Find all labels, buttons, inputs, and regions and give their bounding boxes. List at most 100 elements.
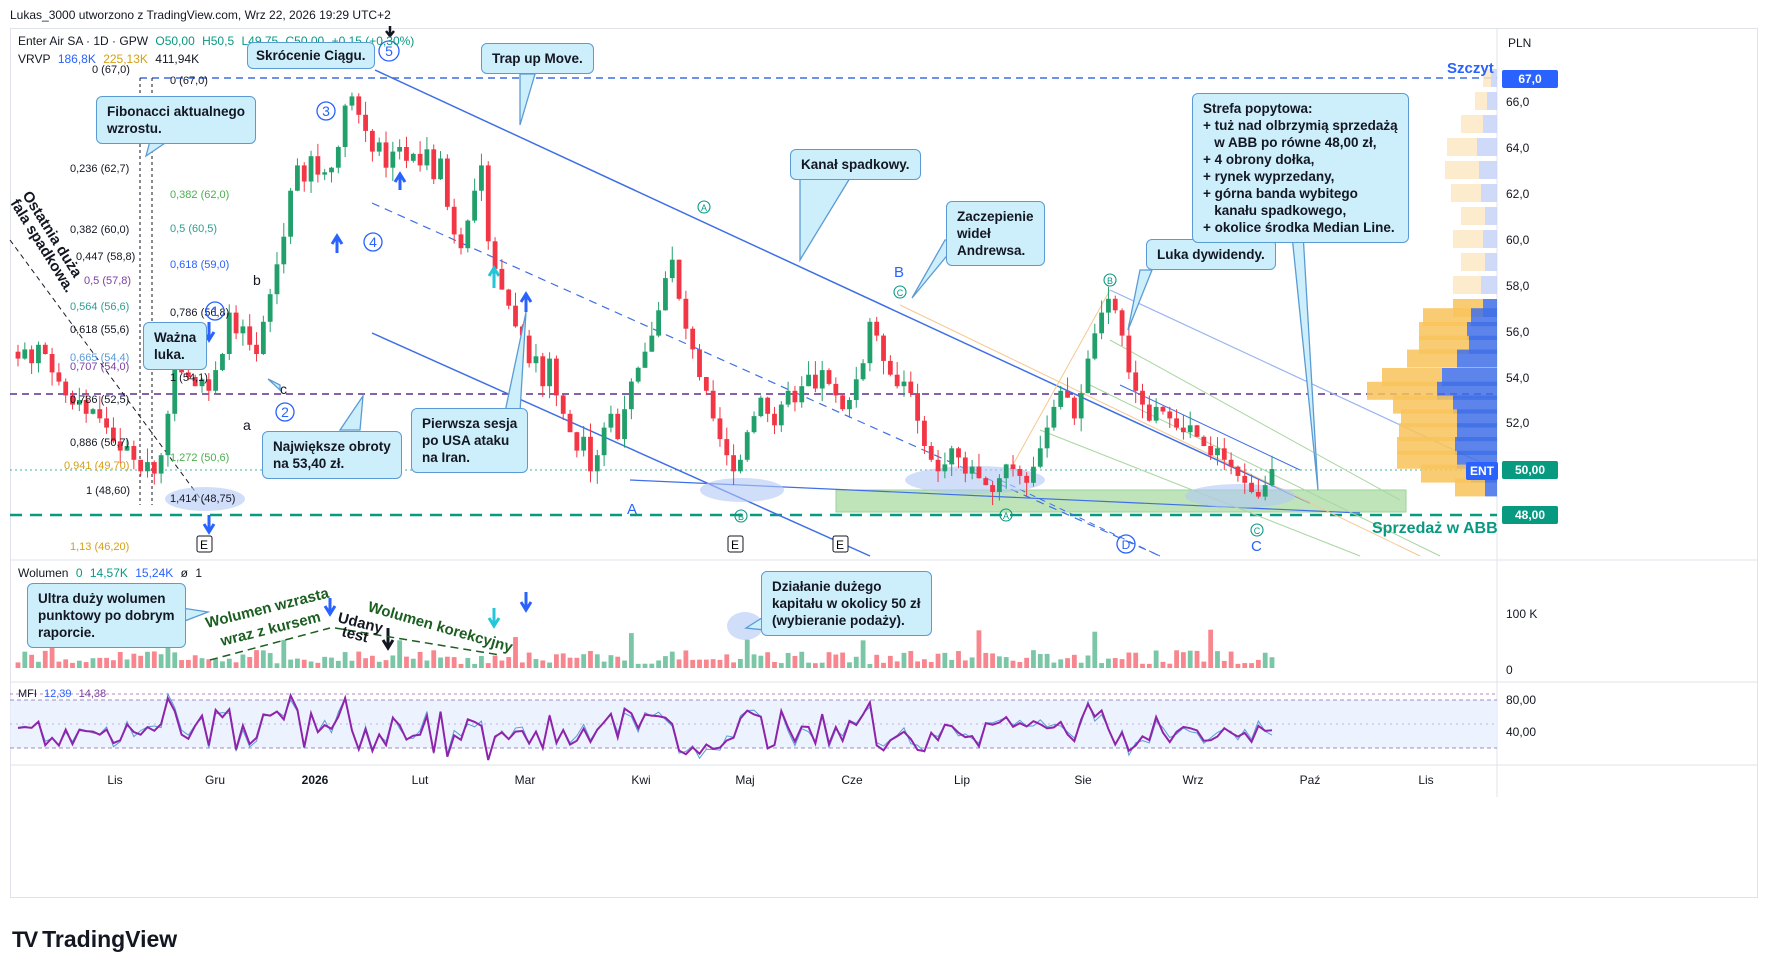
candle-body [281, 236, 287, 265]
volume-bar [819, 662, 825, 668]
volume-bar [663, 656, 668, 668]
vrvp-blue-bar [1481, 276, 1497, 294]
vrvp-orange-bar [1399, 423, 1457, 442]
volume-bar [185, 659, 191, 668]
volume-bar [1126, 652, 1132, 668]
volume-bar [1160, 661, 1166, 668]
fib-label: 0,618 (55,6) [70, 324, 129, 336]
candle-body [76, 400, 82, 405]
candle-body [935, 459, 941, 472]
volume-bar [492, 655, 498, 668]
callout-ultra: Ultra duży wolumen punktowy po dobrym ra… [27, 583, 186, 648]
candle-body [390, 151, 396, 168]
volume-bar [683, 650, 689, 668]
candle-body [990, 485, 995, 492]
bottom-oval-4 [1185, 484, 1295, 508]
volume-bar [710, 659, 716, 668]
vrvp-orange-bar [1382, 368, 1442, 386]
candle-body [1255, 492, 1261, 497]
callout-najwieksze: Największe obroty na 53,40 zł. [262, 431, 402, 479]
candle-body [1031, 466, 1036, 483]
vrvp-blue-bar [1457, 409, 1497, 428]
volume-bar [956, 651, 961, 668]
candle-body [417, 153, 423, 166]
candle-body [335, 147, 341, 168]
candle-body [472, 190, 478, 221]
volume-bar [1249, 663, 1254, 668]
vrvp-orange-bar [1475, 92, 1487, 110]
tradingview-logo-icon: TV [12, 926, 38, 952]
volume-bar [540, 660, 546, 668]
mfi-legend[interactable]: MFI 12,39 14,38 [18, 688, 110, 700]
volume-bar [444, 656, 450, 668]
volume-bar [36, 661, 41, 668]
volume-bar [1024, 657, 1030, 668]
volume-bar [765, 652, 771, 668]
current-price-box: 50,00 [1502, 461, 1558, 479]
candle-body [1208, 446, 1214, 456]
vrvp-label: VRVP [18, 52, 51, 66]
wave-A-label: A [627, 501, 637, 518]
candle-body [724, 439, 730, 456]
candle-body [29, 349, 35, 364]
candle-body [124, 446, 130, 451]
volume-bar [990, 653, 995, 668]
volume-bar [533, 658, 539, 668]
arrow-up-icon [487, 265, 501, 288]
subwave-C-label: C [897, 288, 904, 298]
volume-group [15, 629, 1275, 668]
volume-bar [22, 651, 28, 668]
volume-bar [295, 658, 300, 668]
candle-body [642, 351, 648, 368]
candle-body [1194, 425, 1200, 437]
candle-body [172, 363, 178, 414]
volume-bar [744, 639, 750, 668]
vrvp-legend[interactable]: VRVP 186,8K 225,13K 411,94K [18, 52, 203, 66]
volume-bar [738, 658, 743, 668]
fib-label: 0,447 (58,8) [76, 251, 135, 263]
tradingview-brand[interactable]: TV TradingView [12, 926, 177, 953]
candle-body [540, 356, 546, 387]
vrvp-orange-bar [1483, 69, 1491, 87]
volume-bar [881, 662, 886, 668]
volume-bar [567, 657, 573, 668]
wave-circles [205, 40, 1136, 554]
channel-lower-line [371, 332, 871, 557]
volume-bar [356, 651, 362, 668]
vrvp-value-2: 225,13K [103, 52, 148, 66]
candle-body [533, 356, 539, 364]
arrow-up-icon [330, 233, 344, 253]
candle-body [383, 142, 389, 168]
volume-bar [1153, 650, 1159, 668]
candle-body [1010, 464, 1016, 469]
volume-bar [635, 663, 641, 668]
volume-bar [1106, 658, 1111, 668]
mfi-tick: 40,00 [1506, 725, 1536, 739]
candle-body [744, 432, 750, 460]
candle-body [710, 390, 716, 419]
wave-a-label: a [243, 417, 251, 433]
fib-ext-label: 1 (54,1) [170, 372, 208, 384]
vrvp-orange-bar [1421, 464, 1471, 483]
volume-bar [628, 633, 634, 668]
candle-body [1153, 406, 1159, 421]
candle-body [1235, 466, 1241, 476]
candle-body [901, 381, 907, 387]
candle-body [1187, 425, 1193, 433]
arrow-up-icon [393, 171, 407, 190]
volume-bar [104, 657, 109, 668]
vrvp-blue-bar [1437, 381, 1497, 400]
candle-body [83, 400, 89, 414]
candle-body [410, 153, 416, 161]
volume-bar [404, 656, 409, 668]
volume-legend[interactable]: Wolumen 0 14,57K 15,24K ø 1 [18, 566, 206, 580]
fib-ext-label: 0,5 (60,5) [170, 223, 217, 235]
candle-body [506, 289, 512, 306]
candle-body [499, 268, 505, 290]
candle-body [1051, 406, 1057, 428]
volume-bar [42, 650, 48, 668]
volume-bar [1031, 650, 1036, 668]
volume-bar [1085, 655, 1091, 668]
fall-diagonal [9, 239, 206, 506]
